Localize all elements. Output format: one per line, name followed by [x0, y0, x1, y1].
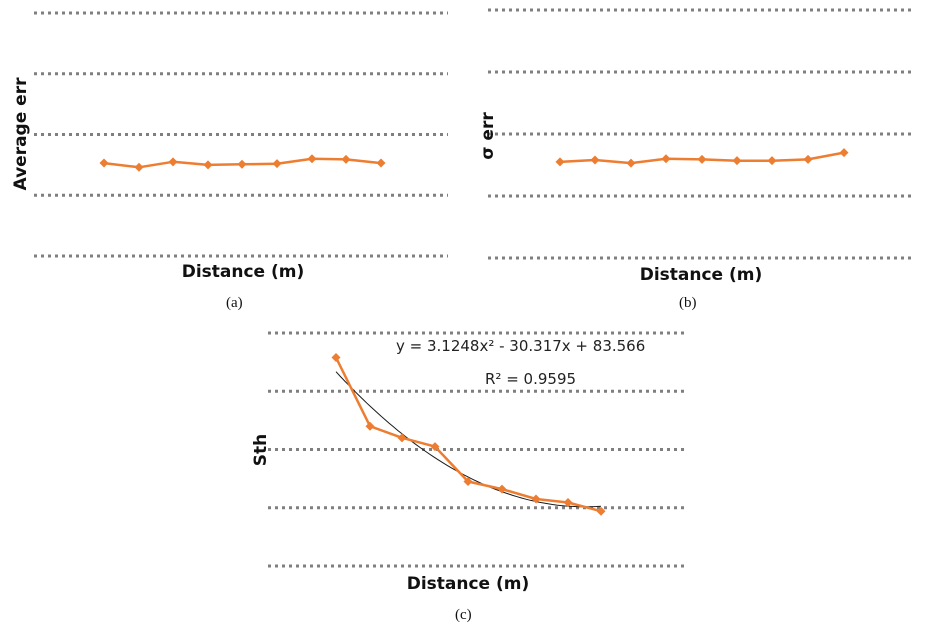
- data-point-marker: [497, 484, 507, 494]
- data-point-marker: [237, 159, 247, 169]
- data-point-marker: [839, 148, 849, 158]
- chart-panel-a: Average err Distance (m): [0, 0, 470, 290]
- data-point-marker: [531, 494, 541, 504]
- chart-c-y-axis-title: Sth: [251, 434, 271, 466]
- data-point-marker: [697, 154, 707, 164]
- chart-c-r-squared: R² = 0.9595: [485, 370, 576, 388]
- chart-b-svg: σ err Distance (m): [478, 0, 920, 285]
- chart-c-x-axis-title: Distance (m): [407, 574, 530, 594]
- chart-b-x-axis-title: Distance (m): [640, 265, 763, 285]
- chart-a-svg: Average err Distance (m): [11, 0, 454, 282]
- chart-b-markers: [555, 148, 849, 168]
- data-point-marker: [732, 156, 742, 166]
- data-point-marker: [563, 498, 573, 508]
- chart-panel-b: σ err Distance (m): [466, 0, 936, 290]
- data-point-marker: [555, 157, 565, 167]
- data-point-marker: [767, 156, 777, 166]
- data-point-marker: [661, 154, 671, 164]
- chart-a-grid: [34, 11, 448, 258]
- chart-c-markers: [331, 352, 606, 516]
- data-point-marker: [376, 158, 386, 168]
- data-point-marker: [397, 433, 407, 443]
- chart-c-trendline: [335, 371, 602, 508]
- data-point-marker: [272, 159, 282, 169]
- chart-a-y-axis-title: Average err: [11, 77, 31, 191]
- data-point-marker: [168, 157, 178, 167]
- caption-b: (b): [679, 295, 697, 311]
- data-point-marker: [331, 352, 341, 362]
- chart-a-x-axis-title: Distance (m): [182, 262, 305, 282]
- data-point-marker: [626, 158, 636, 168]
- chart-c-equation: y = 3.1248x² - 30.317x + 83.566: [396, 337, 645, 355]
- caption-a: (a): [226, 295, 243, 311]
- data-point-marker: [341, 154, 351, 164]
- data-point-marker: [134, 162, 144, 172]
- data-point-marker: [203, 160, 213, 170]
- chart-panel-c: y = 3.1248x² - 30.317x + 83.566 R² = 0.9…: [246, 322, 706, 602]
- data-point-marker: [99, 158, 109, 168]
- data-point-marker: [463, 477, 473, 487]
- chart-b-grid: [488, 8, 914, 260]
- data-point-marker: [596, 506, 606, 516]
- data-point-marker: [803, 154, 813, 164]
- chart-a-markers: [99, 154, 386, 172]
- data-point-marker: [307, 154, 317, 164]
- caption-c: (c): [455, 607, 472, 623]
- chart-c-svg: y = 3.1248x² - 30.317x + 83.566 R² = 0.9…: [251, 322, 696, 600]
- data-point-marker: [590, 155, 600, 165]
- data-point-marker: [430, 442, 440, 452]
- data-point-marker: [365, 421, 375, 431]
- chart-b-y-axis-title: σ err: [478, 112, 498, 160]
